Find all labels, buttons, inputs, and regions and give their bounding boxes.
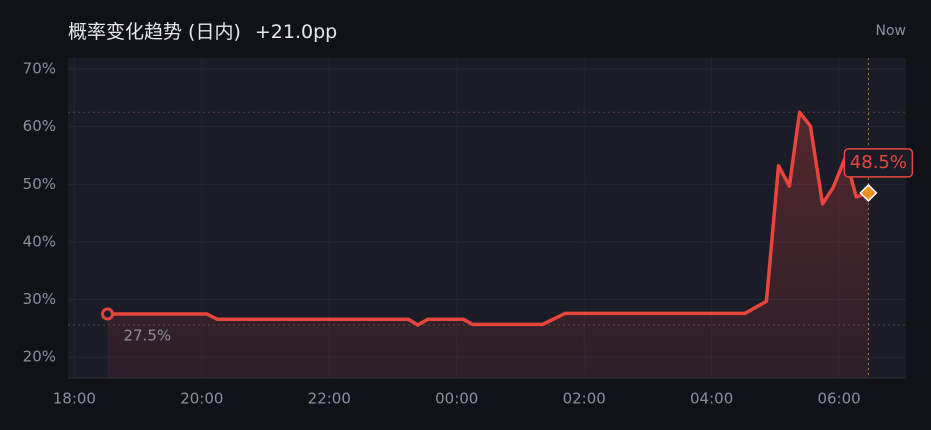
label-box — [843, 148, 914, 178]
x-tick-label: 20:00 — [180, 390, 223, 408]
data-label: 27.5% — [124, 327, 172, 345]
y-tick-label: 50% — [23, 175, 56, 193]
chart-title: 概率变化趋势 (日内) +21.0pp — [68, 21, 337, 43]
y-tick-label: 60% — [23, 117, 56, 135]
x-tick-label: 00:00 — [435, 390, 478, 408]
y-tick-label: 30% — [23, 290, 56, 308]
start-marker — [101, 307, 115, 321]
x-tick-label: 02:00 — [563, 390, 606, 408]
y-tick-label: 40% — [23, 232, 56, 250]
x-tick-label: 22:00 — [308, 390, 351, 408]
y-tick-label: 70% — [23, 59, 56, 77]
y-tick-label: 20% — [23, 348, 56, 366]
x-tick-label: 06:00 — [817, 390, 860, 408]
end-marker — [859, 183, 878, 202]
now-label: Now — [876, 23, 907, 39]
x-tick-label: 18:00 — [53, 390, 96, 408]
data-label: 48.5% — [850, 152, 907, 173]
line — [107, 110, 869, 327]
x-tick-label: 04:00 — [690, 390, 733, 408]
